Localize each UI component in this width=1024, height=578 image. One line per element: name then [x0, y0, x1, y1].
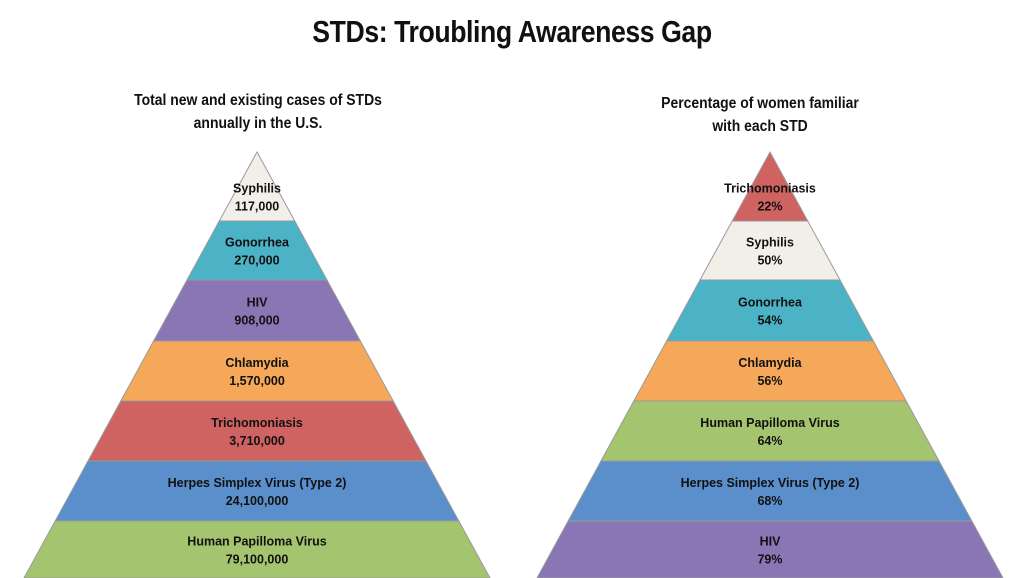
left-band-value: 908,000 [234, 314, 279, 328]
left-band-label: HIV [247, 296, 269, 310]
left-band-5 [87, 400, 427, 462]
left-band-label: Herpes Simplex Virus (Type 2) [168, 476, 347, 490]
left-band-4 [119, 340, 395, 402]
right-band-label: Herpes Simplex Virus (Type 2) [681, 476, 860, 490]
main-title: STDs: Troubling Awareness Gap [312, 14, 712, 49]
right-band-value: 54% [757, 314, 782, 328]
left-band-value: 3,710,000 [229, 434, 285, 448]
right-band-value: 68% [757, 494, 782, 508]
right-band-4 [632, 340, 908, 402]
right-band-value: 79% [757, 553, 782, 567]
left-band-2 [186, 220, 328, 281]
right-band-value: 64% [757, 434, 782, 448]
right-band-label: Gonorrhea [738, 296, 803, 310]
left-band-value: 117,000 [235, 200, 280, 214]
right-band-7 [536, 520, 1004, 578]
right-band-label: HIV [760, 535, 782, 549]
right-pyramid: Trichomoniasis 22% Syphilis 50% Gonorrhea 54%… [536, 150, 1004, 578]
left-band-label: Trichomoniasis [211, 416, 303, 430]
left-band-label: Chlamydia [225, 356, 289, 370]
right-band-label: Syphilis [746, 236, 794, 250]
right-band-5 [600, 400, 940, 462]
right-band-3 [665, 279, 875, 342]
left-band-label: Human Papilloma Virus [187, 535, 326, 549]
left-chart-title: Total new and existing cases of STDs ann… [134, 92, 382, 132]
right-band-6 [567, 460, 973, 522]
right-band-label: Chlamydia [738, 356, 802, 370]
right-band-value: 56% [757, 374, 782, 388]
left-band-label: Gonorrhea [225, 236, 290, 250]
left-band-value: 1,570,000 [229, 374, 285, 388]
right-band-value: 22% [757, 200, 782, 214]
left-band-value: 79,100,000 [226, 553, 289, 567]
left-band-7 [23, 520, 491, 578]
right-chart-title: Percentage of women familiar with each S… [661, 95, 859, 135]
left-band-value: 24,100,000 [226, 494, 289, 508]
left-band-3 [152, 279, 362, 342]
left-band-6 [54, 460, 460, 522]
left-pyramid: Syphilis 117,000 Gonorrhea 270,000 HIV 908,00… [23, 150, 491, 578]
left-band-value: 270,000 [234, 254, 279, 268]
right-band-label: Human Papilloma Virus [700, 416, 839, 430]
right-band-2 [699, 220, 841, 281]
right-band-label: Trichomoniasis [724, 182, 816, 196]
right-band-value: 50% [757, 254, 782, 268]
left-band-label: Syphilis [233, 182, 281, 196]
